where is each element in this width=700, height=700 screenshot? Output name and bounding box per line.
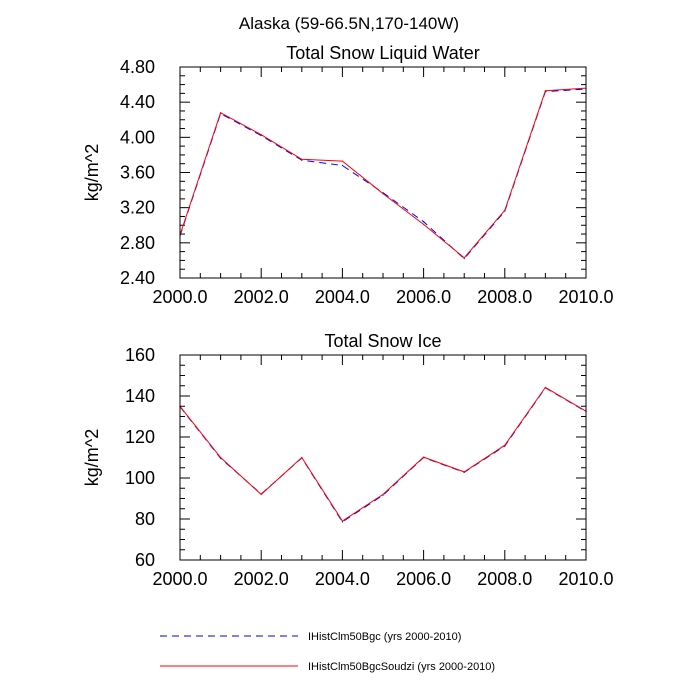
- legend-label: IHistClm50BgcSoudzi (yrs 2000-2010): [308, 661, 495, 673]
- data-point: [544, 386, 547, 388]
- y-tick-label: 3.20: [120, 198, 155, 218]
- data-point: [220, 456, 222, 459]
- y-tick-label: 2.40: [120, 268, 155, 288]
- series-line-2: [179, 386, 587, 522]
- series-line-1: [179, 387, 587, 523]
- legend-entry: IHistClm50Bgc (yrs 2000-2010): [160, 631, 461, 643]
- data-point: [220, 112, 222, 114]
- x-tick-label: 2002.0: [234, 287, 289, 307]
- y-tick-label: 80: [135, 509, 155, 529]
- data-point: [423, 223, 425, 225]
- panel-title: Total Snow Ice: [324, 331, 441, 351]
- data-point: [260, 134, 262, 136]
- data-point: [341, 164, 343, 167]
- panel-2: Total Snow Ice kg/m^2 2000.0 2002.0 2004.0 20…: [82, 331, 614, 589]
- legend-entry: IHistClm50BgcSoudzi (yrs 2000-2010): [160, 661, 495, 673]
- data-point: [301, 456, 303, 459]
- y-tick-label: 3.60: [120, 163, 155, 183]
- y-tick-label: 2.80: [120, 233, 155, 253]
- x-tick-label: 2008.0: [477, 287, 532, 307]
- figure-title: Alaska (59-66.5N,170-140W): [239, 14, 459, 33]
- data-point: [423, 221, 425, 223]
- data-point: [382, 493, 384, 495]
- x-tick-label: 2000.0: [152, 569, 207, 589]
- data-point: [301, 158, 303, 160]
- data-point: [504, 209, 506, 211]
- x-tick-label: 2002.0: [234, 569, 289, 589]
- data-point: [463, 471, 465, 473]
- x-tick-label: 2010.0: [558, 569, 613, 589]
- series-line-1: [179, 88, 587, 260]
- plot-frame: [179, 66, 587, 279]
- data-point: [463, 257, 465, 259]
- y-tick-label: 60: [135, 550, 155, 570]
- panel-title: Total Snow Liquid Water: [286, 43, 479, 63]
- y-tick-label: 4.40: [120, 92, 155, 112]
- y-axis-label: kg/m^2: [82, 429, 102, 486]
- y-tick-label: 4.00: [120, 127, 155, 147]
- data-point: [504, 444, 506, 446]
- data-point: [544, 90, 547, 92]
- panel-1: Total Snow Liquid Water kg/m^2 2000.0 2002.…: [82, 43, 614, 307]
- data-point: [341, 160, 343, 162]
- data-point: [260, 493, 262, 495]
- y-tick-label: 120: [125, 427, 155, 447]
- x-tick-label: 2004.0: [315, 569, 370, 589]
- y-axis-label: kg/m^2: [82, 144, 102, 201]
- x-tick-label: 2008.0: [477, 569, 532, 589]
- y-tick-label: 160: [125, 345, 155, 365]
- x-tick-label: 2004.0: [315, 287, 370, 307]
- y-tick-label: 100: [125, 468, 155, 488]
- y-tick-label: 4.80: [120, 57, 155, 77]
- data-point: [382, 193, 384, 195]
- x-tick-label: 2006.0: [396, 287, 451, 307]
- x-tick-label: 2006.0: [396, 569, 451, 589]
- data-point: [301, 159, 303, 161]
- plot-frame: [179, 354, 587, 561]
- x-tick-label: 2000.0: [152, 287, 207, 307]
- x-tick-label: 2010.0: [558, 287, 613, 307]
- data-point: [423, 456, 425, 458]
- legend-label: IHistClm50Bgc (yrs 2000-2010): [308, 631, 461, 643]
- data-point: [341, 520, 343, 522]
- y-tick-label: 140: [125, 386, 155, 406]
- data-point: [341, 521, 343, 523]
- data-point: [463, 258, 465, 260]
- series-line-2: [179, 87, 587, 259]
